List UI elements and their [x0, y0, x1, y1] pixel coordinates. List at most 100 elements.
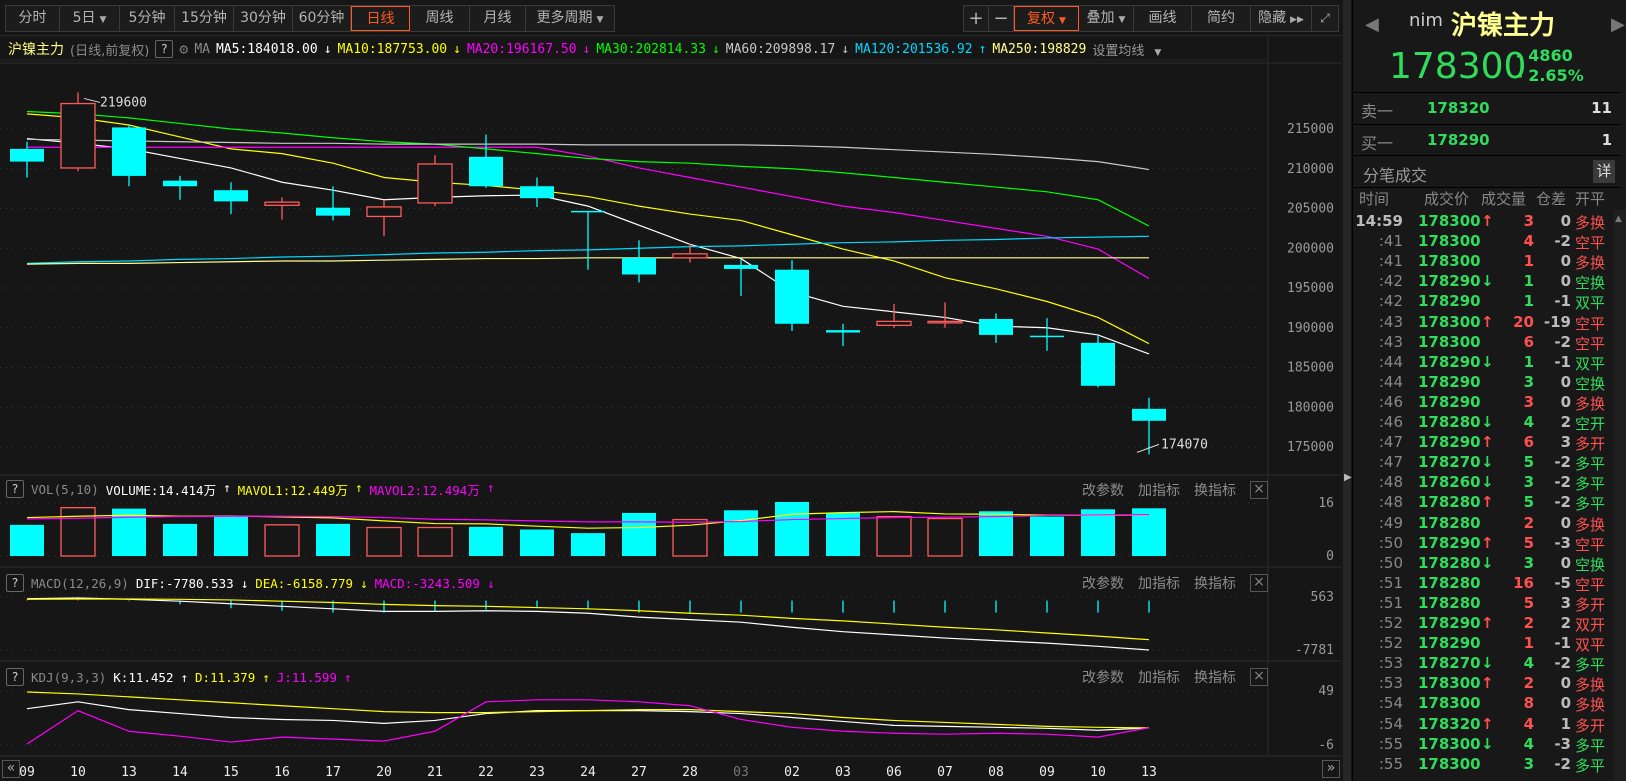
- tab-fenshi[interactable]: 分时: [6, 6, 60, 31]
- candle-up: [672, 253, 708, 259]
- vol-help-button[interactable]: ?: [6, 480, 24, 498]
- switch-indicator-button[interactable]: 换指标: [1194, 483, 1236, 499]
- x-axis-label: 03: [835, 765, 851, 780]
- tab-5min[interactable]: 5分钟: [120, 6, 175, 31]
- zoom-out-button[interactable]: −: [989, 6, 1014, 31]
- scroll-left-button[interactable]: «: [2, 760, 20, 778]
- tick-time: :52: [1378, 614, 1403, 632]
- tick-oi-change: -19: [1543, 312, 1571, 331]
- instrument-name: 沪镍主力: [8, 42, 64, 58]
- help-button[interactable]: ?: [155, 40, 174, 58]
- tick-type: 双平: [1575, 294, 1606, 313]
- candle-down: [622, 257, 656, 275]
- tab-more-periods[interactable]: 更多周期 ▼: [526, 6, 614, 31]
- legend-value: MA10:187753.00: [337, 41, 448, 57]
- instrument-code: nim: [1409, 10, 1443, 31]
- tick-row: :42 178290 1 -1 双平: [1353, 292, 1613, 312]
- tick-type: 空换: [1575, 274, 1606, 293]
- ma-settings-button[interactable]: 设置均线 ▼: [1092, 40, 1167, 59]
- arrow-down-icon: ↓: [323, 41, 332, 57]
- tick-volume: 1: [1523, 272, 1534, 291]
- tab-15min[interactable]: 15分钟: [175, 6, 234, 31]
- scroll-up-icon[interactable]: ▲: [1615, 214, 1622, 224]
- arrow-up-icon: ↑: [354, 479, 363, 495]
- high-price-label: 219600: [100, 95, 147, 110]
- close-icon[interactable]: ×: [1250, 481, 1268, 499]
- adjust-label: 复权: [1027, 11, 1056, 27]
- tick-oi-change: -2: [1554, 654, 1571, 673]
- kline-chart[interactable]: 215000 210000 205000 200000 195000 190000 1850…: [0, 0, 1350, 781]
- adjust-button[interactable]: 复权 ▼: [1014, 6, 1079, 31]
- collapse-panel-icon[interactable]: ▶: [1344, 472, 1352, 483]
- overlay-button[interactable]: 叠加 ▼: [1079, 6, 1134, 31]
- tick-type: 多换: [1575, 515, 1606, 534]
- change-params-button[interactable]: 改参数: [1082, 670, 1124, 686]
- macd-help-button[interactable]: ?: [6, 574, 24, 592]
- tab-5day[interactable]: 5日 ▼: [60, 6, 120, 31]
- close-icon[interactable]: ×: [1250, 668, 1268, 686]
- tab-daily[interactable]: 日线: [351, 6, 410, 31]
- arrow-up-icon: ↑: [343, 669, 352, 685]
- arrow-down-icon: ↓: [1481, 272, 1494, 291]
- add-indicator-button[interactable]: 加指标: [1138, 670, 1180, 686]
- tick-time: :46: [1378, 413, 1403, 431]
- tab-weekly[interactable]: 周线: [410, 6, 470, 31]
- col-time: 时间: [1359, 190, 1390, 208]
- macd-header: ? MACD(12,26,9) DIF:-7780.533 ↓ DEA:-6158.…: [6, 573, 508, 593]
- change-params-button[interactable]: 改参数: [1082, 576, 1124, 592]
- tick-volume: 4: [1523, 734, 1534, 753]
- volume-bar-down: [1030, 516, 1064, 556]
- d-line: [26, 691, 1150, 729]
- x-axis-label: 13: [121, 765, 137, 780]
- volume-bar-up: [60, 506, 96, 557]
- tick-time: 14:59: [1355, 212, 1403, 230]
- tick-type: 多换: [1575, 676, 1606, 695]
- tick-price: 178300: [1418, 232, 1481, 251]
- tab-30min[interactable]: 30分钟: [234, 6, 293, 31]
- x-axis-label: 09: [19, 765, 35, 780]
- tick-volume: 4: [1523, 654, 1534, 673]
- scroll-right-button[interactable]: »: [1322, 760, 1340, 778]
- price-axis-label: 205000: [1287, 202, 1334, 217]
- arrow-down-icon: ↓: [1481, 734, 1494, 753]
- change-params-button[interactable]: 改参数: [1082, 483, 1124, 499]
- bid-label: 买一: [1361, 134, 1394, 153]
- kdj-help-button[interactable]: ?: [6, 668, 24, 686]
- fullscreen-button[interactable]: ⤢: [1312, 6, 1338, 31]
- tick-row: :44 178290 ↓ 1 -1 双平: [1353, 353, 1613, 373]
- hide-button[interactable]: 隐藏 ▶▶: [1251, 6, 1312, 31]
- volume-bar-down: [979, 511, 1013, 556]
- add-indicator-button[interactable]: 加指标: [1138, 483, 1180, 499]
- x-axis-label: 24: [580, 765, 596, 780]
- switch-indicator-button[interactable]: 换指标: [1194, 670, 1236, 686]
- zoom-in-button[interactable]: +: [964, 6, 989, 31]
- prev-instrument-icon[interactable]: ◀: [1365, 14, 1379, 35]
- tick-price: 178280: [1418, 553, 1481, 572]
- detail-button[interactable]: 详: [1593, 160, 1615, 183]
- tab-60min[interactable]: 60分钟: [293, 6, 351, 31]
- tab-monthly[interactable]: 月线: [470, 6, 526, 31]
- tick-scrollbar[interactable]: ▲: [1613, 210, 1626, 781]
- tick-row: :43 178300 6 -2 空平: [1353, 333, 1613, 353]
- arrow-down-icon: ↓: [1481, 352, 1494, 371]
- close-icon[interactable]: ×: [1250, 574, 1268, 592]
- tick-time: :41: [1378, 252, 1403, 271]
- tick-volume: 1: [1523, 252, 1534, 271]
- tick-volume: 20: [1513, 312, 1534, 331]
- candle-up: [876, 320, 912, 327]
- add-indicator-button[interactable]: 加指标: [1138, 576, 1180, 592]
- tick-time: :49: [1378, 513, 1403, 532]
- tick-oi-change: 0: [1560, 372, 1571, 391]
- switch-indicator-button[interactable]: 换指标: [1194, 576, 1236, 592]
- gear-icon[interactable]: ⚙: [179, 40, 189, 58]
- simple-mode-button[interactable]: 简约: [1192, 6, 1251, 31]
- tick-price: 178290: [1418, 292, 1481, 311]
- tick-price: 178300: [1418, 252, 1481, 271]
- next-instrument-icon[interactable]: ▶: [1611, 14, 1625, 35]
- panel-splitter[interactable]: [1343, 0, 1351, 781]
- candle-up: [417, 163, 453, 204]
- candle-down: [775, 269, 809, 324]
- draw-line-button[interactable]: 画线: [1134, 6, 1192, 31]
- x-axis-label: 20: [376, 765, 392, 780]
- legend-value: MA30:202814.33: [596, 41, 706, 57]
